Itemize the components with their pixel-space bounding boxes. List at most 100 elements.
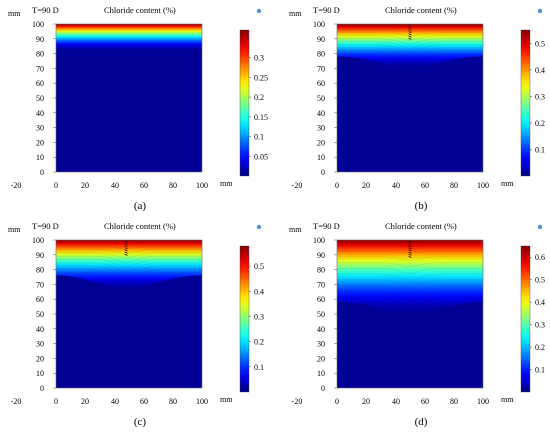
crack-mark xyxy=(408,33,412,36)
contour-line xyxy=(56,259,202,268)
colorbar-tick-label: 0.3 xyxy=(535,321,545,330)
y-tick-label: 70 xyxy=(36,280,44,289)
y-tick-label: 60 xyxy=(317,79,325,88)
colorbar-tick-label: 0.3 xyxy=(535,92,545,101)
contour-line xyxy=(56,252,202,259)
x-tick-label: 80 xyxy=(169,181,177,190)
panel-caption: (d) xyxy=(415,416,428,428)
crack-mark xyxy=(124,247,128,250)
contour-line xyxy=(337,35,483,41)
colorbar-tick-label: 0.4 xyxy=(535,298,545,307)
x-tick-label: 20 xyxy=(362,181,370,190)
crack-mark xyxy=(124,245,128,247)
colorbar-tick-label: 0.2 xyxy=(535,343,545,352)
x-tick-label: -20 xyxy=(11,181,22,190)
colorbar-tick-label: 0.25 xyxy=(254,73,268,82)
contour-line xyxy=(337,41,483,49)
y-tick-label: 40 xyxy=(36,325,44,334)
colorbar-tick-label: 0.1 xyxy=(254,133,264,142)
colorbar-tick-label: 0.15 xyxy=(254,113,268,122)
contour-line xyxy=(337,273,483,281)
x-tick-label: -20 xyxy=(292,181,303,190)
y-tick-label: 60 xyxy=(36,79,44,88)
y-tick-label: 90 xyxy=(36,35,44,44)
y-tick-label: 100 xyxy=(313,236,325,245)
panel-caption: (c) xyxy=(134,416,147,428)
status-dot-icon xyxy=(256,224,262,230)
chart-title: Chloride content (%) xyxy=(104,221,176,231)
chart-title: Chloride content (%) xyxy=(385,5,457,15)
crack-mark xyxy=(408,29,412,31)
contour-line xyxy=(337,262,483,268)
colorbar-tick-label: 0.3 xyxy=(254,312,264,321)
colorbar-tick-label: 0.1 xyxy=(535,145,545,154)
y-tick-label: 10 xyxy=(317,153,325,162)
colorbar-tick-label: 0.05 xyxy=(254,152,268,161)
chart-title: Chloride content (%) xyxy=(104,5,176,15)
x-axis-unit: mm xyxy=(501,395,514,404)
panel-caption: (b) xyxy=(415,200,428,212)
chloride-field xyxy=(337,240,483,314)
colorbar xyxy=(239,29,250,177)
x-tick-label: 0 xyxy=(54,181,58,190)
time-label: T=90 D xyxy=(32,5,59,15)
time-label: T=90 D xyxy=(313,221,340,231)
x-tick-label: 80 xyxy=(450,181,458,190)
x-tick-label: 20 xyxy=(81,181,89,190)
y-tick-label: 50 xyxy=(36,310,44,319)
y-tick-label: 80 xyxy=(317,266,325,275)
chloride-field xyxy=(56,24,202,51)
x-tick-label: 0 xyxy=(54,397,58,406)
colorbar-tick-label: 0.1 xyxy=(254,363,264,372)
colorbar xyxy=(239,245,250,393)
y-tick-label: 30 xyxy=(36,124,44,133)
colorbar-tick-label: 0.4 xyxy=(535,66,545,75)
y-tick-label: 10 xyxy=(36,369,44,378)
x-axis-unit: mm xyxy=(220,395,233,404)
x-tick-label: 100 xyxy=(196,397,208,406)
y-tick-label: 70 xyxy=(36,64,44,73)
colorbar-tick-label: 0.2 xyxy=(535,119,545,128)
contour-line xyxy=(337,50,483,61)
crack-mark xyxy=(408,247,412,250)
y-tick-label: 60 xyxy=(317,295,325,304)
y-tick-label: 30 xyxy=(317,124,325,133)
crack-mark xyxy=(408,24,412,27)
y-tick-label: 30 xyxy=(317,340,325,349)
x-tick-label: 60 xyxy=(421,397,429,406)
x-axis-unit: mm xyxy=(220,179,233,188)
y-tick-label: 20 xyxy=(36,354,44,363)
x-axis-unit: mm xyxy=(501,179,514,188)
colorbar-tick-label: 0.5 xyxy=(254,262,264,271)
x-tick-label: 40 xyxy=(111,397,119,406)
crack-mark xyxy=(124,242,128,245)
crack-mark xyxy=(408,240,412,243)
panel-caption: (a) xyxy=(134,200,147,212)
y-tick-label: 100 xyxy=(313,20,325,29)
crack-mark xyxy=(408,251,412,254)
colorbar-tick-label: 0.1 xyxy=(535,366,545,375)
colorbar xyxy=(520,245,531,393)
y-tick-label: 10 xyxy=(36,153,44,162)
x-tick-label: 100 xyxy=(196,181,208,190)
y-tick-label: 0 xyxy=(40,384,44,393)
panel-3: 0 10 20 30 40 50 60 70 80 90 100 mm -20 0 20 40 60 80 100 m… xyxy=(289,221,545,428)
x-tick-label: -20 xyxy=(11,397,22,406)
y-tick-label: 0 xyxy=(321,384,325,393)
crack-mark xyxy=(408,242,412,245)
crack-mark xyxy=(124,240,128,243)
crack-mark xyxy=(124,249,128,252)
y-tick-label: 50 xyxy=(36,94,44,103)
y-tick-label: 40 xyxy=(317,325,325,334)
colorbar-tick-label: 0.2 xyxy=(254,93,264,102)
contour-line xyxy=(56,246,202,250)
chart-title: Chloride content (%) xyxy=(385,221,457,231)
contour-line xyxy=(337,245,483,247)
y-tick-label: 50 xyxy=(317,94,325,103)
concentration-band xyxy=(337,240,483,314)
x-tick-label: 20 xyxy=(81,397,89,406)
crack-mark xyxy=(408,249,412,252)
y-tick-label: 20 xyxy=(317,354,325,363)
contour-line xyxy=(56,262,202,273)
